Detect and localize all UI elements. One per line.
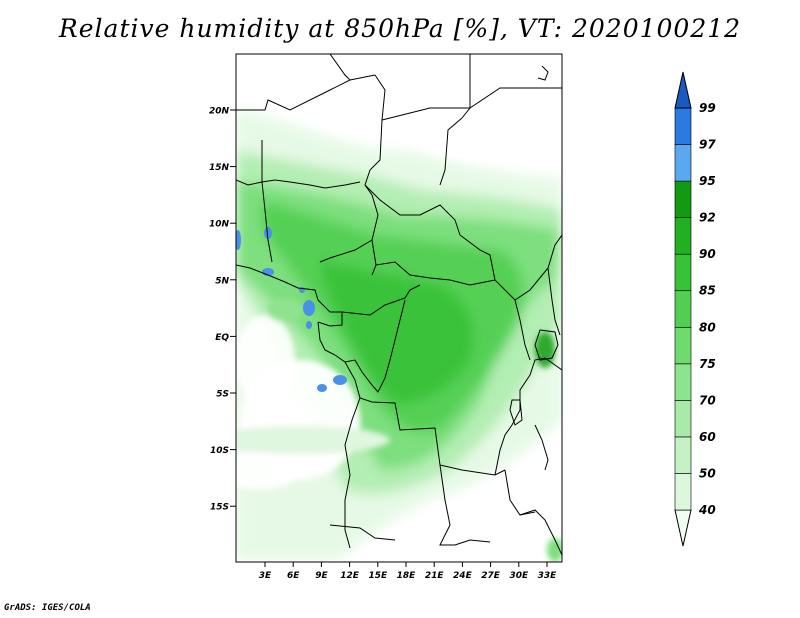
colorbar-max-arrow	[674, 71, 692, 109]
lon-tick-label: 30E	[509, 571, 529, 581]
colorbar-label: 60	[699, 430, 716, 444]
country-borders	[236, 54, 562, 556]
lat-tick-label: 15S	[210, 503, 229, 513]
lon-tick-label: 15E	[368, 571, 388, 581]
map-title: Relative humidity at 850hPa [%], VT: 202…	[58, 14, 742, 43]
lat-tick-label: 10N	[209, 220, 230, 230]
lon-tick-label: 27E	[481, 571, 501, 581]
lon-tick-label: 18E	[397, 571, 417, 581]
lon-tick-label: 9E	[315, 571, 328, 581]
lon-tick-label: 3E	[259, 571, 272, 581]
colorbar-label: 97	[699, 138, 716, 152]
colorbar-segment	[674, 290, 692, 328]
latitude-axis: 20N 15N 10N 5N EQ 5S 10S 15S	[209, 107, 236, 513]
colorbar-segment	[674, 436, 692, 474]
colorbar-label: 75	[699, 357, 716, 371]
colorbar-label: 92	[699, 211, 716, 225]
colorbar-label: 95	[699, 174, 716, 188]
colorbar-label: 90	[699, 247, 716, 261]
lat-tick-label: 20N	[209, 107, 230, 117]
lat-tick-label: EQ	[215, 333, 229, 343]
colorbar-label: 99	[699, 101, 716, 115]
lat-tick-label: 5N	[215, 276, 229, 286]
lat-tick-label: 15N	[209, 163, 230, 173]
lon-tick-label: 12E	[340, 571, 360, 581]
colorbar-segment	[674, 107, 692, 145]
lat-tick-label: 10S	[210, 446, 229, 456]
grads-credit: GrADS: IGES/COLA	[4, 603, 91, 613]
lon-tick-label: 33E	[538, 571, 558, 581]
colorbar-segment	[674, 253, 692, 292]
lon-tick-label: 24E	[453, 571, 473, 581]
colorbar: 40 50 60 70 75 80 85 90 92 95 97 99	[674, 71, 716, 547]
colorbar-segment	[674, 180, 692, 218]
colorbar-min-arrow	[674, 509, 692, 547]
lat-tick-label: 5S	[216, 390, 229, 400]
colorbar-segment	[674, 400, 692, 438]
humidity-field	[236, 54, 562, 562]
colorbar-segment	[674, 326, 692, 365]
colorbar-segment	[674, 217, 692, 255]
longitude-axis: 3E 6E 9E 12E 15E 18E 21E 24E 27E 30E 33E	[259, 562, 557, 581]
colorbar-segment	[674, 473, 692, 511]
colorbar-label: 85	[699, 284, 716, 298]
colorbar-segment	[674, 363, 692, 401]
colorbar-label: 40	[698, 503, 716, 517]
colorbar-segment	[674, 144, 692, 182]
colorbar-label: 50	[699, 466, 716, 480]
lon-tick-label: 21E	[425, 571, 445, 581]
map-frame	[235, 53, 563, 563]
colorbar-label: 70	[699, 393, 716, 407]
lon-tick-label: 6E	[287, 571, 300, 581]
colorbar-label: 80	[699, 320, 716, 334]
